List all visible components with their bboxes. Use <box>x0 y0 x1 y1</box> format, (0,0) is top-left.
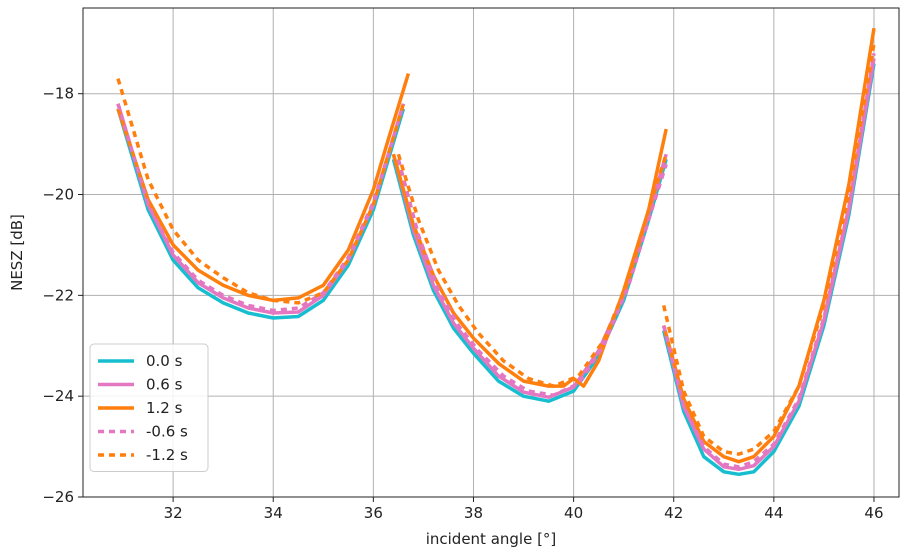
plot-frame <box>82 7 900 498</box>
series-line-0 <box>116 108 406 320</box>
x-tick-label: 44 <box>764 504 783 522</box>
y-tick-label: −18 <box>42 85 74 103</box>
series-line-3 <box>116 103 406 313</box>
legend-label: 0.0 s <box>146 352 183 370</box>
y-tick-label: −20 <box>42 186 74 204</box>
series-line-4 <box>661 43 876 456</box>
x-tick-label: 34 <box>264 504 283 522</box>
x-tick-label: 32 <box>164 504 183 522</box>
y-tick-label: −24 <box>42 387 74 405</box>
series-line-4 <box>116 78 406 305</box>
legend-label: -1.2 s <box>146 446 188 464</box>
plot-series <box>116 27 876 477</box>
x-tick-label: 42 <box>664 504 683 522</box>
y-tick-label: −26 <box>42 488 74 506</box>
legend-label: 0.6 s <box>146 376 183 394</box>
series-line-3 <box>396 158 668 397</box>
y-tick-label: −22 <box>42 286 74 304</box>
axis-ticks: 32 34 36 38 40 42 44 46 −26 −24 −22 −20 −18 <box>42 85 883 522</box>
legend: 0.0 s 0.6 s 1.2 s -0.6 s -1.2 s <box>89 343 209 472</box>
legend-label: 1.2 s <box>146 399 183 417</box>
series-line-3 <box>662 53 876 469</box>
x-tick-label: 36 <box>364 504 383 522</box>
legend-box <box>89 343 209 472</box>
x-tick-label: 38 <box>464 504 483 522</box>
series-line-4 <box>396 153 668 388</box>
x-axis-label: incident angle [°] <box>426 530 557 548</box>
x-tick-label: 40 <box>564 504 583 522</box>
legend-label: -0.6 s <box>146 423 188 441</box>
x-tick-label: 46 <box>864 504 883 522</box>
y-axis-label: NESZ [dB] <box>8 214 26 291</box>
